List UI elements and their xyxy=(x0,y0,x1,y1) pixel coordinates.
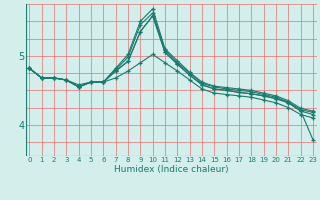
X-axis label: Humidex (Indice chaleur): Humidex (Indice chaleur) xyxy=(114,165,228,174)
